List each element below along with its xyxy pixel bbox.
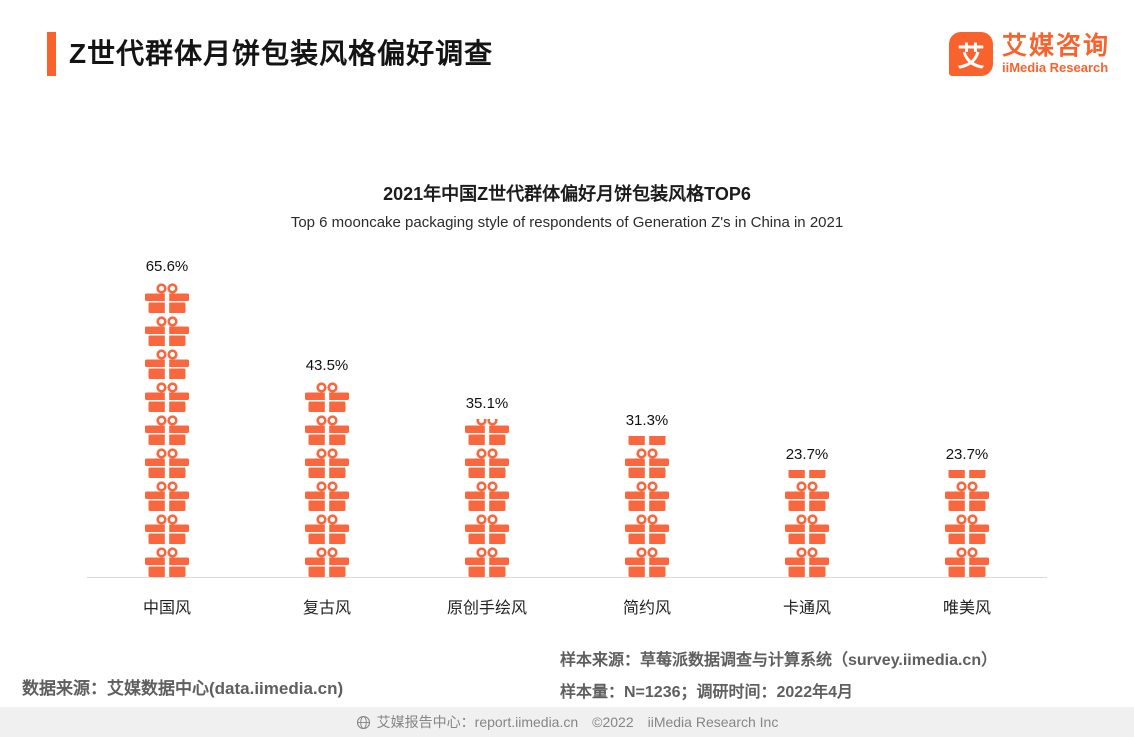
- pictogram-bar-chart: 65.6% 43.5% 35.1% 31.3% 23.7% 23.7%: [87, 250, 1047, 578]
- bar-pictogram: [464, 419, 510, 577]
- gift-box-icon: [304, 547, 350, 577]
- footer-bar: 艾媒报告中心：report.iimedia.cn ©2022 iiMedia R…: [0, 707, 1134, 737]
- page-title: Z世代群体月饼包装风格偏好调查: [69, 38, 494, 69]
- gift-box-icon: [464, 448, 510, 478]
- gift-box-icon: [144, 415, 190, 445]
- bar-pictogram: [624, 436, 670, 577]
- brand-logo-text: 艾媒咨询 iiMedia Research: [1001, 32, 1110, 76]
- gift-box-icon: [304, 448, 350, 478]
- gift-box-icon: [144, 547, 190, 577]
- bar-column: 23.7%: [727, 250, 887, 577]
- bar-category-label: 中国风: [142, 600, 191, 617]
- category-labels-row: 中国风 复古风 原创手绘风 简约风 卡通风 唯美风: [87, 594, 1047, 618]
- bar-value-label: 35.1%: [465, 395, 509, 413]
- gift-box-icon: [144, 349, 190, 379]
- gift-box-icon: [784, 470, 830, 478]
- bar-pictogram: [944, 470, 990, 577]
- bar-category-label: 唯美风: [942, 600, 991, 617]
- gift-box-icon: [144, 382, 190, 412]
- gift-box-icon: [144, 283, 190, 313]
- gift-box-icon: [784, 481, 830, 511]
- brand-name-en: iiMedia Research: [1001, 60, 1109, 75]
- gift-box-icon: [944, 481, 990, 511]
- gift-box-icon: [144, 481, 190, 511]
- gift-box-icon: [944, 547, 990, 577]
- bar-value-label: 23.7%: [945, 446, 989, 464]
- gift-box-icon: [784, 514, 830, 544]
- sample-size-note: 样本量：N=1236；调研时间：2022年4月: [560, 684, 853, 701]
- bar-column: 43.5%: [247, 250, 407, 577]
- gift-box-icon: [304, 514, 350, 544]
- bar-category-label: 原创手绘风: [446, 600, 527, 617]
- bar-column: 31.3%: [567, 250, 727, 577]
- gift-box-icon: [304, 415, 350, 445]
- bar-column: 23.7%: [887, 250, 1047, 577]
- data-source-note: 数据来源：艾媒数据中心(data.iimedia.cn): [22, 679, 344, 698]
- gift-box-icon: [624, 481, 670, 511]
- gift-box-icon: [624, 436, 670, 445]
- bar-pictogram: [144, 282, 190, 577]
- gift-box-icon: [624, 448, 670, 478]
- gift-box-icon: [784, 547, 830, 577]
- gift-box-icon: [144, 316, 190, 346]
- gift-box-icon: [464, 514, 510, 544]
- bar-column: 35.1%: [407, 250, 567, 577]
- bar-value-label: 23.7%: [785, 446, 829, 464]
- footer-text: 艾媒报告中心：report.iimedia.cn ©2022 iiMedia R…: [376, 714, 779, 730]
- gift-box-icon: [304, 382, 350, 412]
- globe-icon: [356, 715, 371, 730]
- bar-category-label: 卡通风: [782, 600, 831, 617]
- sample-source-note: 样本来源：草莓派数据调查与计算系统（survey.iimedia.cn）: [560, 652, 998, 669]
- gift-box-icon: [624, 547, 670, 577]
- bar-value-label: 31.3%: [625, 412, 669, 430]
- bar-value-label: 65.6%: [145, 257, 189, 275]
- gift-box-icon: [944, 470, 990, 478]
- bar-category-label: 复古风: [302, 600, 351, 617]
- chart-subtitle: Top 6 mooncake packaging style of respon…: [290, 214, 844, 231]
- bar-column: 65.6%: [87, 250, 247, 577]
- gift-box-icon: [944, 514, 990, 544]
- gift-box-icon: [624, 514, 670, 544]
- bar-pictogram: [784, 470, 830, 577]
- bar-pictogram: [304, 381, 350, 577]
- report-header: Z世代群体月饼包装风格偏好调查 艾 艾媒咨询 iiMedia Research: [47, 32, 1110, 76]
- gift-box-icon: [304, 481, 350, 511]
- gift-box-icon: [144, 448, 190, 478]
- iimedia-logo-icon: 艾: [948, 32, 993, 76]
- brand-logo: 艾 艾媒咨询 iiMedia Research: [948, 32, 1110, 76]
- bar-value-label: 43.5%: [305, 357, 349, 375]
- bar-category-label: 简约风: [622, 600, 671, 617]
- title-accent-bar: [47, 32, 56, 76]
- gift-box-icon: [144, 514, 190, 544]
- chart-title: 2021年中国Z世代群体偏好月饼包装风格TOP6: [383, 184, 751, 204]
- gift-box-icon: [464, 481, 510, 511]
- brand-name-cn: 艾媒咨询: [1001, 32, 1110, 60]
- gift-box-icon: [464, 419, 510, 445]
- gift-box-icon: [464, 547, 510, 577]
